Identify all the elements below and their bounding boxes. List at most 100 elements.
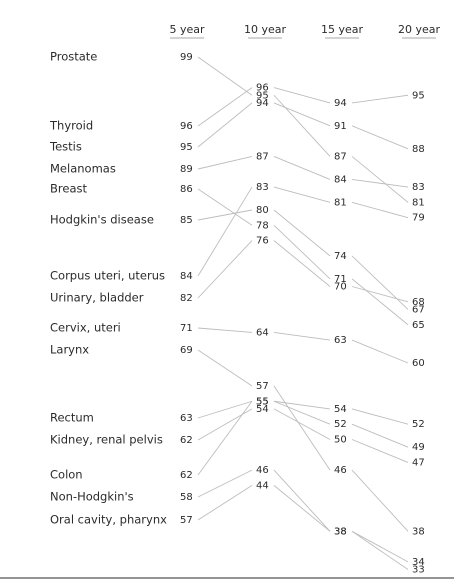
row-label-oral-cavity--pharynx: Oral cavity, pharynx	[50, 513, 167, 527]
slope-line-kidney--renal-pelvis-1	[197, 408, 253, 441]
value-label-thyroid-4: 95	[412, 90, 425, 101]
row-label-thyroid: Thyroid	[49, 119, 93, 133]
row-label-urinary--bladder: Urinary, bladder	[50, 291, 144, 305]
slope-line-cervix--uteri-1	[197, 327, 253, 333]
value-label-breast-2: 78	[256, 220, 269, 231]
value-label-cervix--uteri-1: 71	[180, 323, 193, 334]
value-label-urinary--bladder-4: 68	[412, 297, 425, 308]
value-label-breast-3: 71	[334, 274, 347, 285]
slope-line-prostate-2	[273, 94, 331, 157]
value-label-testis-2: 94	[256, 98, 269, 109]
slope-line-urinary--bladder-3	[351, 286, 409, 303]
value-label-colon-3: 54	[334, 404, 347, 415]
value-label-corpus-uteri--uterus-4: 79	[412, 213, 425, 224]
slope-line-larynx-1	[197, 349, 253, 387]
slope-line-larynx-2	[273, 385, 331, 471]
value-label-colon-4: 52	[412, 419, 425, 430]
row-label-non-hodgkin-s: Non-Hodgkin's	[50, 490, 134, 504]
value-label-larynx-4: 38	[412, 526, 425, 537]
row-label-cervix--uteri: Cervix, uteri	[50, 321, 121, 335]
value-label-cervix--uteri-2: 64	[256, 327, 269, 338]
value-label-non-hodgkin-s-3: 38	[334, 526, 347, 537]
value-label-testis-3: 91	[334, 121, 347, 132]
row-label-testis: Testis	[49, 140, 82, 154]
slope-line-hodgkin-s-disease-3	[351, 255, 409, 310]
column-header-20-year: 20 year	[398, 23, 441, 36]
row-label-melanomas: Melanomas	[50, 162, 116, 176]
value-label-corpus-uteri--uterus-1: 84	[180, 271, 193, 282]
slope-line-oral-cavity--pharynx-3	[351, 530, 409, 570]
value-label-oral-cavity--pharynx-3: 38	[334, 526, 347, 537]
slope-line-rectum-1	[197, 400, 253, 419]
slope-line-breast-3	[351, 278, 409, 326]
value-label-breast-4: 65	[412, 320, 425, 331]
value-label-cervix--uteri-4: 60	[412, 358, 425, 369]
row-label-corpus-uteri--uterus: Corpus uteri, uterus	[50, 269, 165, 283]
value-label-corpus-uteri--uterus-2: 83	[256, 182, 269, 193]
value-label-kidney--renal-pelvis-3: 50	[334, 435, 347, 446]
slope-line-corpus-uteri--uterus-1	[197, 186, 253, 277]
value-label-breast-1: 86	[180, 184, 193, 195]
value-label-larynx-3: 46	[334, 465, 347, 476]
column-header-5-year: 5 year	[169, 23, 205, 36]
value-label-larynx-2: 57	[256, 381, 269, 392]
value-label-testis-4: 88	[412, 144, 425, 155]
slope-line-testis-1	[197, 102, 253, 148]
slope-line-colon-1	[197, 400, 253, 476]
slope-line-group	[197, 56, 409, 570]
slope-line-melanomas-3	[351, 178, 409, 188]
value-label-group: 9995878196969495959491888987848386787165…	[180, 52, 425, 576]
slope-line-colon-3	[351, 408, 409, 425]
value-label-rectum-2: 55	[256, 396, 269, 407]
value-label-oral-cavity--pharynx-1: 57	[180, 515, 193, 526]
value-label-urinary--bladder-2: 76	[256, 236, 269, 247]
value-label-oral-cavity--pharynx-4: 33	[412, 565, 425, 576]
value-label-kidney--renal-pelvis-4: 47	[412, 457, 425, 468]
slope-line-non-hodgkin-s-1	[197, 469, 253, 498]
slope-line-prostate-3	[351, 156, 409, 203]
slope-line-thyroid-3	[351, 94, 409, 104]
value-label-melanomas-4: 83	[412, 182, 425, 193]
slope-line-corpus-uteri--uterus-3	[351, 201, 409, 219]
value-label-thyroid-1: 96	[180, 121, 193, 132]
slope-line-rectum-3	[351, 423, 409, 448]
value-label-cervix--uteri-3: 63	[334, 335, 347, 346]
slope-line-kidney--renal-pelvis-2	[273, 408, 331, 440]
slope-line-thyroid-1	[197, 87, 253, 127]
row-label-hodgkin-s-disease: Hodgkin's disease	[50, 213, 154, 227]
value-label-corpus-uteri--uterus-3: 81	[334, 197, 347, 208]
slope-line-melanomas-1	[197, 156, 253, 170]
slope-line-rectum-2	[273, 400, 331, 425]
slope-line-hodgkin-s-disease-2	[273, 209, 331, 257]
row-label-larynx: Larynx	[50, 343, 89, 357]
value-label-hodgkin-s-disease-4: 67	[412, 304, 425, 315]
slope-line-cervix--uteri-3	[351, 339, 409, 364]
value-label-colon-1: 62	[180, 470, 193, 481]
value-label-hodgkin-s-disease-3: 74	[334, 251, 347, 262]
slope-line-urinary--bladder-2	[273, 240, 331, 287]
row-label-rectum: Rectum	[50, 411, 94, 425]
column-header-15-year: 15 year	[321, 23, 364, 36]
value-label-prostate-4: 81	[412, 197, 425, 208]
row-label-kidney--renal-pelvis: Kidney, renal pelvis	[50, 433, 163, 447]
row-label-breast: Breast	[50, 182, 87, 196]
value-label-urinary--bladder-3: 70	[334, 282, 347, 293]
row-label-prostate: Prostate	[50, 50, 97, 64]
value-label-non-hodgkin-s-2: 46	[256, 465, 269, 476]
value-label-non-hodgkin-s-1: 58	[180, 492, 193, 503]
value-label-melanomas-1: 89	[180, 164, 193, 175]
slope-line-breast-2	[273, 224, 331, 280]
value-label-kidney--renal-pelvis-2: 54	[256, 404, 269, 415]
value-label-prostate-2: 95	[256, 90, 269, 101]
slope-line-non-hodgkin-s-2	[273, 469, 331, 532]
value-label-prostate-1: 99	[180, 52, 193, 63]
value-label-non-hodgkin-s-4: 34	[412, 557, 425, 568]
slope-line-corpus-uteri--uterus-2	[273, 186, 331, 203]
slope-line-urinary--bladder-1	[197, 240, 253, 299]
slope-line-non-hodgkin-s-3	[351, 530, 409, 563]
slope-line-breast-1	[197, 188, 253, 226]
slope-line-testis-2	[273, 102, 331, 127]
value-label-colon-2: 55	[256, 396, 269, 407]
value-label-melanomas-2: 87	[256, 151, 269, 162]
